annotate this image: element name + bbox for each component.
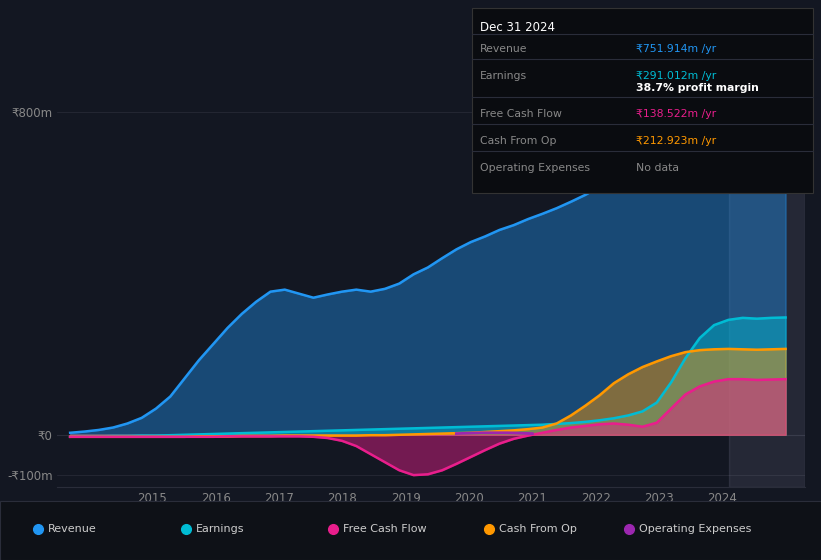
Text: 38.7% profit margin: 38.7% profit margin (636, 83, 759, 94)
Text: Revenue: Revenue (480, 44, 528, 54)
Text: ₹291.012m /yr: ₹291.012m /yr (636, 71, 717, 81)
Text: ₹138.522m /yr: ₹138.522m /yr (636, 109, 717, 119)
Text: Dec 31 2024: Dec 31 2024 (480, 21, 555, 34)
Bar (728, 84, 805, 487)
Text: Cash From Op: Cash From Op (480, 136, 557, 146)
Text: Revenue: Revenue (48, 524, 96, 534)
Text: Cash From Op: Cash From Op (499, 524, 577, 534)
Text: Operating Expenses: Operating Expenses (480, 163, 590, 173)
Text: Free Cash Flow: Free Cash Flow (480, 109, 562, 119)
Text: Earnings: Earnings (195, 524, 244, 534)
Text: No data: No data (636, 163, 679, 173)
Text: Free Cash Flow: Free Cash Flow (343, 524, 427, 534)
Text: ₹212.923m /yr: ₹212.923m /yr (636, 136, 717, 146)
Text: ₹751.914m /yr: ₹751.914m /yr (636, 44, 717, 54)
Text: Operating Expenses: Operating Expenses (639, 524, 751, 534)
Text: Earnings: Earnings (480, 71, 527, 81)
